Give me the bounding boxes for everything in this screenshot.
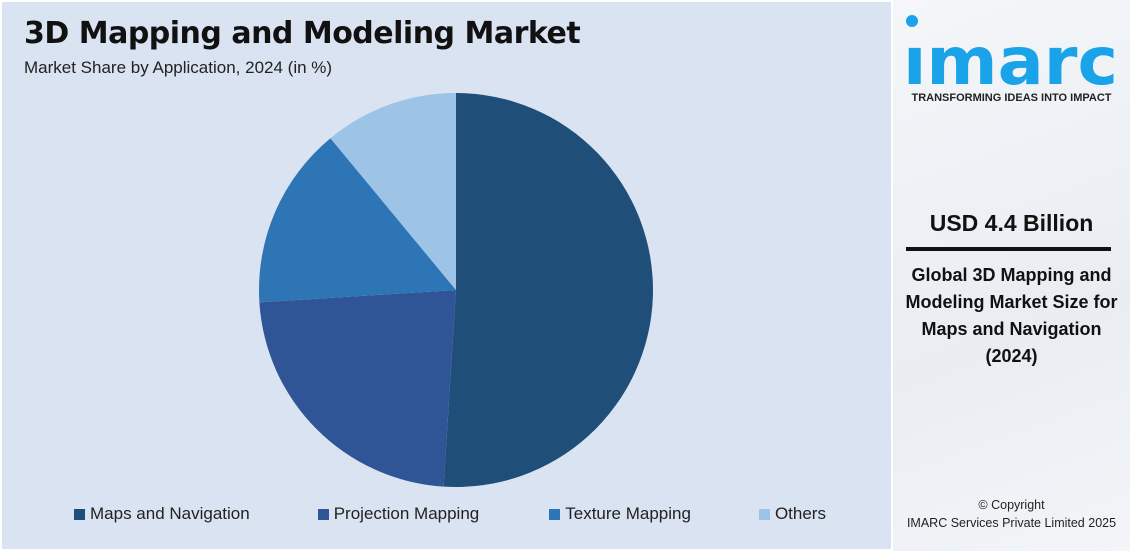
pie-slice-texture-mapping	[259, 138, 456, 303]
chart-subtitle: Market Share by Application, 2024 (in %)	[24, 58, 333, 77]
legend-swatch	[549, 508, 561, 520]
legend-swatch	[74, 508, 85, 520]
imarc-logo: ımarc	[905, 15, 1118, 92]
divider	[906, 247, 1111, 251]
legend-item: Maps and Navigation	[74, 504, 250, 524]
copyright: © Copyright IMARC Services Private Limit…	[893, 496, 1130, 532]
pie-slice-projection-mapping	[259, 290, 456, 487]
svg-text:ımarc: ımarc	[905, 23, 1118, 92]
legend-swatch	[758, 508, 770, 520]
legend-label: Texture Mapping	[565, 504, 691, 523]
legend-label: Projection Mapping	[333, 504, 480, 523]
chart-panel: 3D Mapping and Modeling Market Market Sh…	[2, 2, 891, 549]
legend-item: Texture Mapping	[549, 504, 691, 524]
market-description: Global 3D Mapping and Modeling Market Si…	[905, 265, 1118, 366]
info-panel: ımarc TRANSFORMING IDEAS INTO IMPACT USD…	[893, 0, 1130, 551]
pie-slice-maps-and-navigation	[443, 93, 654, 487]
pie-chart	[259, 93, 654, 487]
legend-label: Others	[774, 504, 826, 523]
legend: Maps and Navigation Projection Mapping Tex…	[74, 504, 826, 524]
legend-swatch	[317, 508, 329, 520]
legend-item: Others	[758, 504, 826, 524]
market-value: USD 4.4 Billion	[929, 210, 1094, 236]
copyright-line2: IMARC Services Private Limited 2025	[906, 516, 1117, 530]
pie-slice-others	[330, 93, 456, 290]
legend-item: Projection Mapping	[317, 504, 480, 524]
legend-label: Maps and Navigation	[90, 504, 250, 523]
copyright-line1: © Copyright	[978, 498, 1045, 512]
chart-title: 3D Mapping and Modeling Market	[24, 16, 581, 51]
tagline: TRANSFORMING IDEAS INTO IMPACT	[911, 92, 1112, 104]
